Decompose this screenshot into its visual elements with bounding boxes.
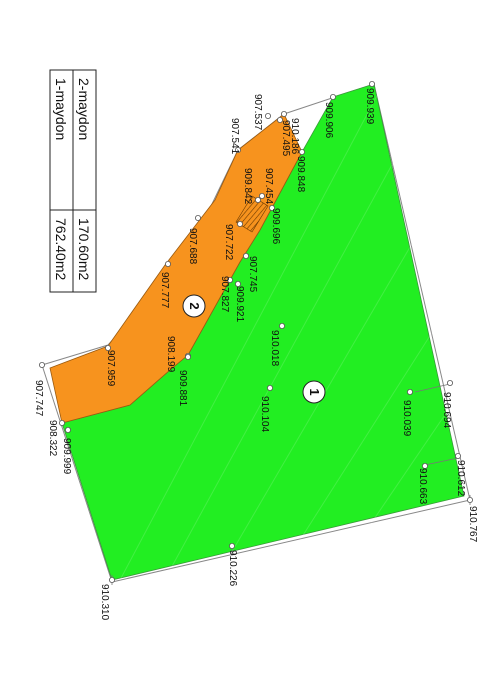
elevation-label: 908.199 [165,336,176,373]
survey-point [164,260,171,267]
elevation-label: 910.039 [401,400,412,437]
survey-point [406,388,413,395]
elevation-label: 909.696 [270,208,281,245]
survey-point [278,322,285,329]
elevation-label: 907.454 [263,168,274,205]
elevation-label: 910.612 [455,460,466,497]
elevation-label: 910.310 [99,584,110,621]
survey-point [59,419,66,426]
zone-1-number: 1 [307,388,322,395]
survey-point [234,280,241,287]
survey-point [446,379,453,386]
elevation-label: 908.322 [47,420,58,457]
survey-point [266,384,273,391]
survey-point [226,276,233,283]
zone-2-marker: 2 [182,294,206,318]
legend-row-2-name: 2-maydon [76,78,92,140]
survey-points [39,81,473,584]
elevation-label: 909.881 [177,370,188,407]
elevation-label: 907.745 [247,256,258,293]
elevation-label: 909.848 [295,156,306,193]
elevation-label: 907.495 [280,120,291,157]
stairs-hatch [235,195,269,233]
elevation-label: 907.541 [229,118,240,155]
survey-point [105,344,112,351]
survey-point [329,94,336,101]
area-legend-table: 1-maydon 2-maydon 762.40m2 170.60m2 [49,69,97,293]
survey-point [242,252,249,259]
elevation-label: 909.906 [323,102,334,139]
zone-1-marker: 1 [302,380,326,404]
survey-point [466,496,473,503]
elevation-label: 910.226 [227,550,238,587]
elevation-label: 907.959 [105,350,116,387]
elevation-label: 909.842 [242,168,253,205]
elevation-label: 909.921 [234,286,245,323]
elevation-label: 907.537 [252,94,263,131]
survey-point [258,192,265,199]
survey-point [109,577,116,584]
elevation-label: 910.104 [259,396,270,433]
survey-point [298,148,305,155]
survey-point [368,81,375,88]
legend-row-1-area: 762.40m2 [53,218,69,280]
survey-point [421,462,428,469]
survey-point [454,452,461,459]
survey-point [39,361,46,368]
elevation-label: 910.018 [269,330,280,367]
elevation-label: 909.939 [364,88,375,125]
elevation-label: 910.663 [417,468,428,505]
zone-2-number: 2 [187,302,202,309]
survey-point [254,196,261,203]
elevation-label: 907.747 [33,380,44,417]
elevation-label: 910.694 [441,392,452,429]
survey-point [194,214,201,221]
survey-point [268,204,275,211]
elevation-label: 907.777 [159,272,170,309]
survey-point [234,146,241,153]
legend-row-2-area: 170.60m2 [76,218,92,280]
legend-row-1-name: 1-maydon [53,78,69,140]
survey-point [65,426,72,433]
elevation-label: 907.688 [187,228,198,265]
survey-point [184,353,191,360]
elevation-label: 907.827 [219,276,230,313]
elevation-label: 907.722 [223,224,234,261]
survey-point [228,543,235,550]
survey-point [276,117,283,124]
survey-point [280,111,287,118]
elevation-label: 910.186 [289,118,300,155]
elevation-label: 910.767 [467,506,478,543]
survey-point [236,220,243,227]
zone-2-area [49,113,303,424]
survey-point [264,113,271,120]
elevation-label: 909.999 [61,438,72,475]
